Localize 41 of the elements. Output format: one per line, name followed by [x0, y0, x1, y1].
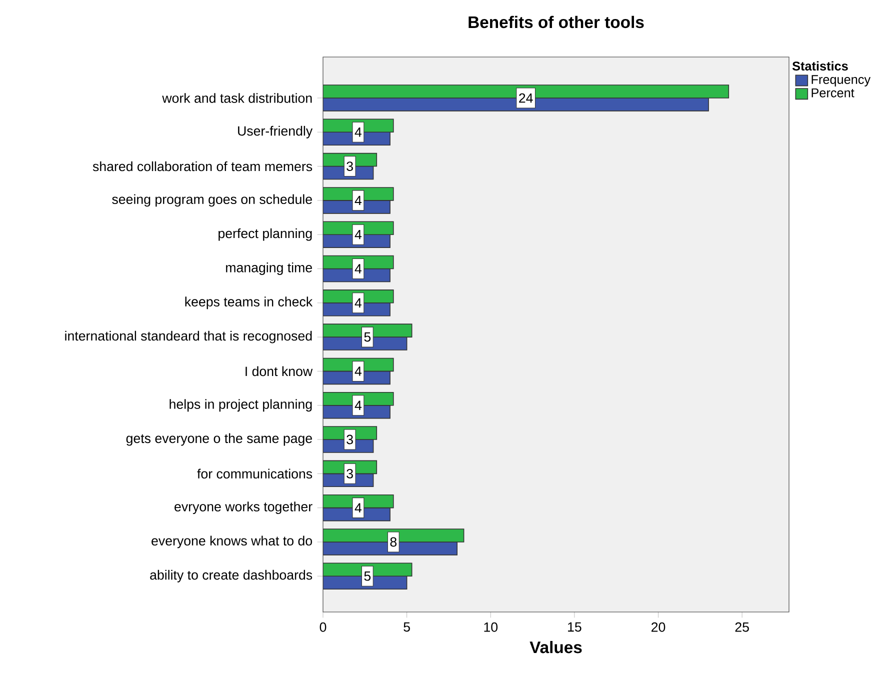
chart-title: Benefits of other tools — [468, 16, 644, 28]
x-tick-label: 15 — [568, 622, 582, 632]
y-tick-label: perfect planning — [218, 228, 312, 241]
x-tick-label: 20 — [652, 622, 666, 632]
data-label: 8 — [390, 537, 397, 547]
y-tick-label: managing time — [226, 262, 312, 275]
data-label: 4 — [354, 400, 362, 410]
y-tick-label: keeps teams in check — [185, 296, 313, 310]
data-label: 4 — [354, 298, 362, 308]
data-label: 5 — [364, 332, 371, 342]
y-tick-label: work and task distribution — [162, 93, 312, 103]
y-tick-label: shared collaboration of team memers — [92, 161, 312, 172]
y-tick-label: international standeard that is recognosed — [65, 330, 312, 344]
data-label: 4 — [354, 366, 362, 376]
x-axis-title: Values — [530, 640, 582, 654]
legend-label: Frequency — [812, 75, 871, 86]
data-label: 3 — [346, 162, 353, 171]
y-tick-label: for communications — [197, 468, 312, 479]
x-tick-label: 25 — [735, 622, 749, 632]
y-tick-label: ability to create dashboards — [150, 570, 312, 582]
data-label: 3 — [346, 468, 353, 478]
y-tick-label: seeing program goes on schedule — [112, 194, 312, 207]
data-label: 24 — [519, 93, 533, 103]
y-tick-label: helps in project planning — [170, 399, 312, 412]
x-tick-label: 10 — [484, 622, 498, 632]
y-tick-label: I dont know — [246, 366, 313, 376]
y-tick-label: everyone knows what to do — [152, 536, 312, 548]
data-label: 3 — [346, 434, 353, 444]
data-label: 5 — [364, 571, 371, 581]
data-label: 4 — [354, 196, 362, 206]
data-label: 4 — [354, 128, 362, 137]
y-tick-label: gets everyone o the same page — [126, 433, 312, 446]
x-tick-label: 5 — [404, 622, 410, 632]
data-label: 4 — [354, 503, 362, 512]
x-tick-label: 0 — [320, 622, 326, 632]
y-tick-label: evryone works together — [174, 502, 312, 514]
legend-label: Percent — [812, 88, 854, 98]
legend-title: Statistics — [792, 61, 848, 71]
data-label: 4 — [354, 264, 362, 274]
data-label: 4 — [354, 230, 362, 240]
y-tick-label: User-friendly — [238, 126, 313, 138]
